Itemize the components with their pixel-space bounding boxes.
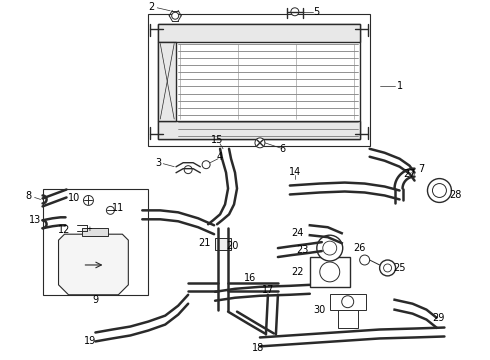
Circle shape — [384, 264, 392, 272]
Text: 7: 7 — [418, 164, 425, 174]
Circle shape — [184, 166, 192, 174]
Circle shape — [172, 12, 179, 19]
Text: 21: 21 — [198, 238, 210, 248]
Text: 8: 8 — [25, 192, 32, 202]
Text: 16: 16 — [244, 273, 256, 283]
Circle shape — [380, 260, 395, 276]
Bar — [158, 41, 176, 121]
Circle shape — [317, 235, 343, 261]
Text: 6: 6 — [280, 144, 286, 154]
Text: 11: 11 — [112, 203, 124, 213]
Text: 18: 18 — [252, 343, 264, 354]
Bar — [43, 189, 148, 295]
Bar — [158, 24, 360, 41]
Text: 24: 24 — [292, 228, 304, 238]
Bar — [338, 310, 358, 328]
Circle shape — [360, 255, 369, 265]
Text: 15: 15 — [211, 135, 223, 145]
Text: 13: 13 — [28, 215, 41, 225]
Bar — [148, 14, 369, 146]
Circle shape — [427, 179, 451, 202]
Circle shape — [320, 262, 340, 282]
Circle shape — [291, 8, 299, 16]
Text: +: + — [87, 226, 93, 232]
Circle shape — [202, 161, 210, 168]
Circle shape — [255, 138, 265, 148]
Text: 28: 28 — [449, 190, 462, 201]
Text: 4: 4 — [217, 152, 223, 162]
Text: 23: 23 — [296, 245, 309, 255]
Polygon shape — [58, 234, 128, 295]
Circle shape — [323, 241, 337, 255]
Text: 9: 9 — [92, 295, 98, 305]
Text: 20: 20 — [226, 241, 238, 251]
Text: 17: 17 — [262, 285, 274, 295]
Text: 12: 12 — [58, 225, 71, 235]
Text: 14: 14 — [289, 167, 301, 177]
Bar — [82, 228, 108, 236]
Bar — [330, 294, 366, 310]
Bar — [310, 257, 350, 287]
Circle shape — [342, 296, 354, 308]
Bar — [215, 238, 231, 250]
Text: 19: 19 — [84, 337, 97, 346]
Bar — [158, 24, 360, 139]
Text: 25: 25 — [393, 263, 406, 273]
Text: 22: 22 — [292, 267, 304, 277]
Text: 27: 27 — [403, 168, 416, 179]
Text: 26: 26 — [353, 243, 366, 253]
Circle shape — [83, 195, 94, 206]
Text: 5: 5 — [314, 7, 320, 17]
Text: 3: 3 — [155, 158, 161, 168]
Circle shape — [433, 184, 446, 197]
Text: 10: 10 — [69, 193, 81, 203]
Text: 2: 2 — [148, 2, 154, 12]
Text: 30: 30 — [314, 305, 326, 315]
Text: 1: 1 — [396, 81, 403, 91]
Bar — [158, 121, 360, 139]
Circle shape — [106, 206, 114, 214]
Text: 29: 29 — [432, 312, 444, 323]
